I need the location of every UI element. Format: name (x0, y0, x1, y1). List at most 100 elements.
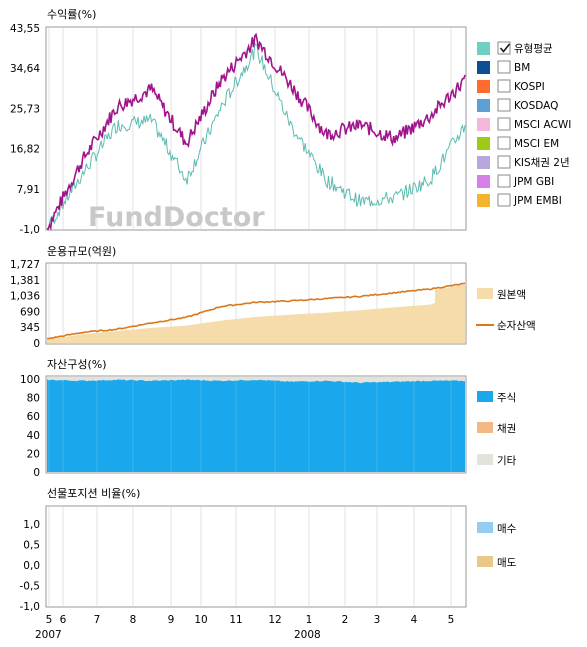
net-asset-series-line (46, 282, 466, 340)
x-tick-month: 8 (130, 614, 137, 626)
legend-item-kis-bond-2y[interactable]: KIS채권 2년 (477, 155, 570, 169)
legend-item-kosdaq[interactable]: KOSDAQ (477, 98, 558, 112)
legend-swatch-sell (477, 556, 493, 567)
legend-checkbox[interactable] (497, 136, 511, 150)
watermark: FundDoctor (88, 202, 265, 233)
legend-item-msci-em[interactable]: MSCI EM (477, 136, 559, 150)
x-tick-month: 9 (168, 614, 175, 626)
legend-checkbox[interactable] (497, 79, 511, 93)
type-average-series-line (46, 42, 466, 230)
futures-y-tick: 1,0 (23, 519, 40, 531)
legend-label: 유형평균 (514, 43, 553, 55)
legend-principal: 원본액 (497, 289, 526, 301)
returns-y-tick: -1,0 (20, 224, 41, 236)
legend-swatch-bond (477, 422, 493, 433)
x-tick-month: 11 (229, 614, 242, 626)
legend-label: MSCI ACWI (514, 119, 571, 131)
asset-y-tick: 0 (33, 467, 40, 479)
legend-swatch-principal (477, 288, 493, 299)
returns-y-tick: 34,64 (10, 63, 40, 75)
stock-area (47, 379, 465, 472)
legend-swatch (477, 42, 490, 55)
legend-label: KOSPI (514, 81, 545, 93)
principal-area (47, 284, 465, 343)
legend-item-type-average[interactable]: 유형평균 (477, 41, 553, 55)
legend-label: MSCI EM (514, 138, 559, 150)
legend-buy: 매수 (497, 523, 517, 535)
legend-other: 기타 (497, 455, 517, 467)
x-tick-month: 4 (411, 614, 418, 626)
legend-item-jpm-embi[interactable]: JPM EMBI (477, 193, 562, 207)
asset-y-tick: 60 (27, 411, 40, 423)
legend-checkbox[interactable] (497, 98, 511, 112)
legend-label: KIS채권 2년 (514, 157, 570, 169)
size-y-tick: 0 (33, 338, 40, 350)
legend-stock: 주식 (497, 392, 516, 404)
legend-swatch (477, 99, 490, 112)
asset-y-tick: 40 (27, 430, 40, 442)
fund-return-series-line (47, 32, 466, 232)
legend-swatch (477, 194, 490, 207)
size-y-tick: 345 (20, 322, 40, 334)
legend-checkbox[interactable] (497, 117, 511, 131)
legend-swatch-stock (477, 391, 493, 402)
legend-net-asset: 순자산액 (497, 320, 536, 332)
returns-y-tick: 25,73 (10, 103, 40, 115)
returns-title: 수익률(%) (47, 8, 96, 21)
size-title: 운용규모(억원) (47, 245, 116, 258)
legend-bond: 채권 (497, 423, 516, 435)
legend-swatch (477, 80, 490, 93)
asset-y-tick: 80 (27, 393, 40, 405)
checkmark-icon (499, 43, 511, 53)
futures-title: 선물포지션 비율(%) (47, 487, 140, 500)
legend-checkbox[interactable] (497, 155, 511, 169)
returns-plot-area (45, 26, 467, 231)
asset-title: 자산구성(%) (47, 358, 107, 371)
legend-checkbox[interactable] (497, 193, 511, 207)
legend-item-kospi[interactable]: KOSPI (477, 79, 545, 93)
legend-sell: 매도 (497, 557, 517, 569)
returns-panel: 수익률(%) FundDoctor 43,55 34,64 25,73 16,8… (10, 8, 571, 236)
x-tick-month: 7 (94, 614, 101, 626)
asset-panel: 자산구성(%) 100 80 60 40 20 0 주식 채권 기타 (20, 358, 517, 479)
futures-y-tick: -0,5 (20, 581, 41, 593)
legend-swatch (477, 118, 490, 131)
legend-swatch (477, 156, 490, 169)
x-tick-year: 2007 (35, 629, 62, 641)
legend-swatch-buy (477, 522, 493, 533)
legend-label: JPM EMBI (513, 195, 562, 207)
x-tick-year: 2008 (294, 629, 321, 641)
futures-y-ticks: 1,0 0,5 0,0 -0,5 -1,0 (20, 519, 41, 613)
size-y-tick: 1,727 (10, 259, 40, 271)
legend-item-bm[interactable]: BM (477, 60, 530, 74)
x-tick-month: 10 (194, 614, 207, 626)
size-y-tick: 1,036 (10, 291, 40, 303)
x-tick-month: 5 (46, 614, 53, 626)
futures-y-tick: -1,0 (20, 601, 41, 613)
futures-plot-area (45, 505, 467, 608)
legend-item-jpm-gbi[interactable]: JPM GBI (477, 174, 554, 188)
size-y-tick: 690 (20, 306, 40, 318)
x-axis: 5 6 7 8 9 10 11 12 1 2 3 4 5 2007 2008 (35, 614, 454, 641)
returns-y-tick: 43,55 (10, 23, 40, 35)
x-tick-month: 6 (60, 614, 67, 626)
legend-label: KOSDAQ (514, 100, 558, 112)
asset-y-tick: 20 (27, 448, 40, 460)
legend-item-msci-acwi[interactable]: MSCI ACWI (477, 117, 571, 131)
returns-y-tick: 16,82 (10, 144, 40, 156)
asset-y-ticks: 100 80 60 40 20 0 (20, 374, 40, 479)
x-tick-month: 12 (268, 614, 281, 626)
asset-y-tick: 100 (20, 374, 40, 386)
returns-y-ticks: 43,55 34,64 25,73 16,82 7,91 -1,0 (10, 23, 40, 236)
x-tick-month: 3 (374, 614, 381, 626)
legend-checkbox[interactable] (497, 60, 511, 74)
futures-y-tick: 0,5 (23, 540, 40, 552)
x-tick-month: 5 (448, 614, 455, 626)
legend-swatch (477, 61, 490, 74)
legend-checkbox[interactable] (497, 174, 511, 188)
legend-swatch-other (477, 454, 493, 465)
legend-checkbox[interactable] (497, 41, 511, 55)
futures-y-tick: 0,0 (23, 560, 40, 572)
legend-swatch (477, 175, 490, 188)
